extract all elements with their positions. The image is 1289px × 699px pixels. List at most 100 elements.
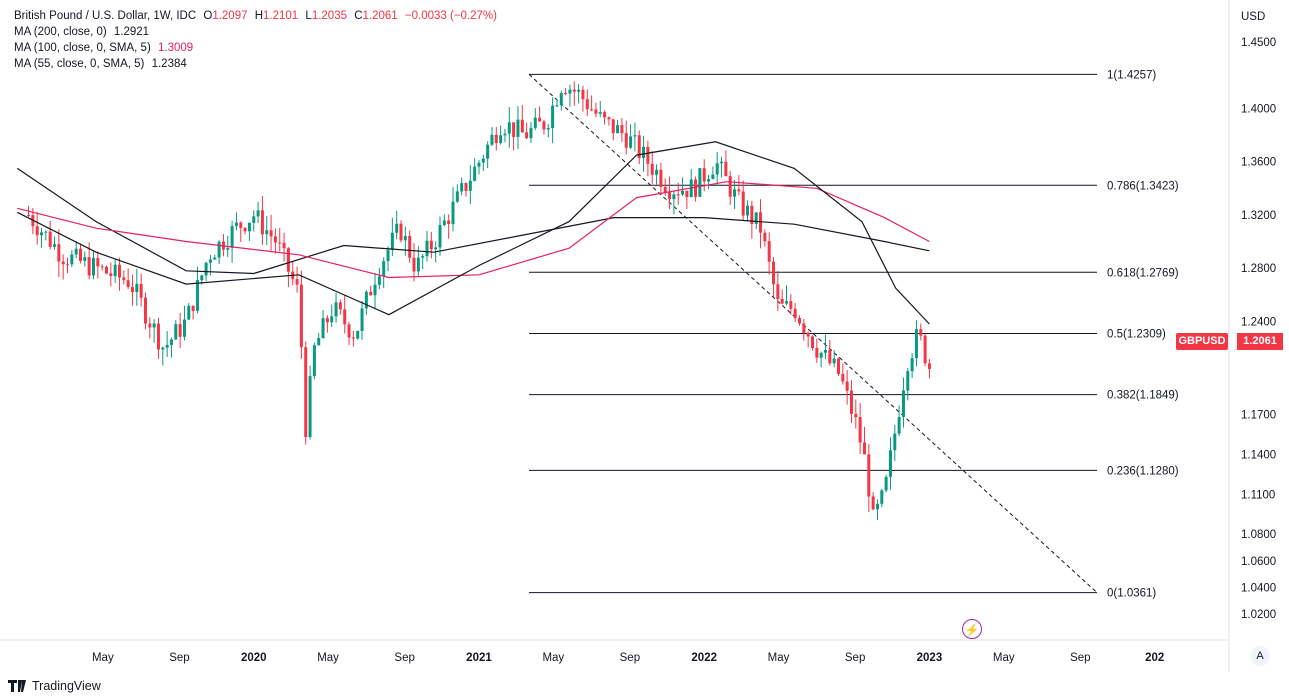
candle-body: [806, 332, 810, 337]
candle-body: [182, 319, 186, 337]
candle-body: [369, 291, 373, 296]
candle-body: [546, 128, 550, 130]
candle-body: [451, 201, 455, 225]
candle-body: [845, 381, 849, 391]
x-tick-label: May: [768, 652, 790, 664]
candle-body: [516, 119, 520, 137]
candle-body: [325, 318, 329, 323]
candle-body: [542, 121, 546, 130]
fib-level-label: 1(1.4257): [1107, 69, 1156, 81]
candle-body: [113, 264, 117, 277]
candle-body: [633, 135, 637, 137]
candle-body: [828, 350, 832, 364]
candle-body: [637, 135, 641, 158]
candle-body: [382, 261, 386, 277]
x-tick-label: Sep: [169, 652, 189, 664]
candle-body: [156, 323, 160, 350]
candle-body: [247, 222, 251, 232]
x-tick-label: May: [993, 652, 1015, 664]
y-tick-label: 1.4000: [1241, 104, 1276, 116]
candle-body: [520, 119, 524, 133]
indicator-ma200[interactable]: MA (200, close, 0) 1.2921: [14, 26, 150, 38]
flash-icon[interactable]: ⚡: [962, 619, 982, 639]
candle-body: [867, 454, 871, 497]
candle-body: [737, 189, 741, 192]
candle-body: [386, 249, 390, 262]
indicator-ma100[interactable]: MA (100, close, 0, SMA, 5) 1.3009: [14, 42, 194, 54]
candle-body: [91, 257, 95, 276]
candle-body: [139, 283, 143, 298]
candle-body: [629, 136, 633, 148]
candle-body: [477, 162, 481, 167]
candle-body: [906, 371, 910, 391]
candle-body: [676, 194, 680, 196]
candle-body: [273, 236, 277, 243]
candle-body: [356, 331, 360, 339]
candle-body: [720, 161, 724, 164]
candle-body: [711, 174, 715, 180]
candle-body: [785, 301, 789, 304]
y-tick-label: 1.2800: [1241, 263, 1276, 275]
candle-body: [776, 284, 780, 299]
candle-body: [724, 161, 728, 177]
candle-body: [499, 135, 503, 143]
candle-body: [555, 105, 559, 107]
candle-body: [780, 298, 784, 304]
candle-body: [620, 125, 624, 134]
candle-body: [217, 241, 221, 258]
fib-level-label: 0.382(1.1849): [1107, 390, 1179, 402]
candle-body: [260, 210, 264, 235]
candle-body: [871, 496, 875, 510]
candle-body: [841, 373, 845, 382]
ohlc-open: O1.2097: [203, 10, 248, 22]
candle-body: [425, 240, 429, 257]
x-tick-label: Sep: [845, 652, 865, 664]
candle-body: [646, 146, 650, 164]
candle-body: [78, 248, 82, 261]
candle-body: [165, 344, 169, 348]
candle-body: [914, 329, 918, 359]
candle-body: [668, 191, 672, 200]
candle-body: [759, 212, 763, 233]
tradingview-logo[interactable]: TradingView: [8, 679, 101, 693]
candle-body: [360, 308, 364, 332]
candle-body: [347, 324, 351, 338]
candle-body: [395, 223, 399, 233]
candle-body: [650, 163, 654, 175]
candle-body: [564, 93, 568, 95]
auto-scale-button[interactable]: A: [1250, 646, 1270, 666]
x-tick-label: 2023: [917, 652, 943, 664]
indicator-ma55[interactable]: MA (55, close, 0, SMA, 5) 1.2384: [14, 58, 187, 70]
candle-body: [642, 146, 646, 158]
candle-body: [130, 287, 134, 293]
candle-body: [529, 127, 533, 139]
y-tick-label: 1.0400: [1241, 582, 1276, 594]
candle-body: [746, 205, 750, 216]
candle-body: [694, 179, 698, 197]
candle-body: [312, 345, 316, 377]
candle-body: [611, 119, 615, 134]
x-tick-label: May: [317, 652, 339, 664]
x-tick-label: 2022: [691, 652, 717, 664]
candle-body: [702, 168, 706, 182]
candle-body: [798, 317, 802, 324]
candle-body: [793, 308, 797, 318]
candle-body: [122, 277, 126, 281]
candle-body: [888, 450, 892, 477]
candle-body: [234, 222, 238, 227]
candle-body: [893, 433, 897, 451]
candle-body: [559, 93, 563, 106]
ohlc-close: C1.2061: [354, 10, 398, 22]
candle-body: [74, 248, 78, 255]
candle-body: [44, 231, 48, 233]
candle-body: [754, 212, 758, 224]
candle-body: [603, 112, 607, 118]
tradingview-icon: [8, 680, 26, 692]
candle-body: [27, 214, 31, 216]
chart-legend: British Pound / U.S. Dollar, 1W, IDC O1.…: [14, 8, 497, 72]
candle-body: [659, 169, 663, 187]
candle-body: [772, 261, 776, 285]
candle-body: [53, 244, 57, 247]
axis-currency: USD: [1241, 11, 1266, 23]
